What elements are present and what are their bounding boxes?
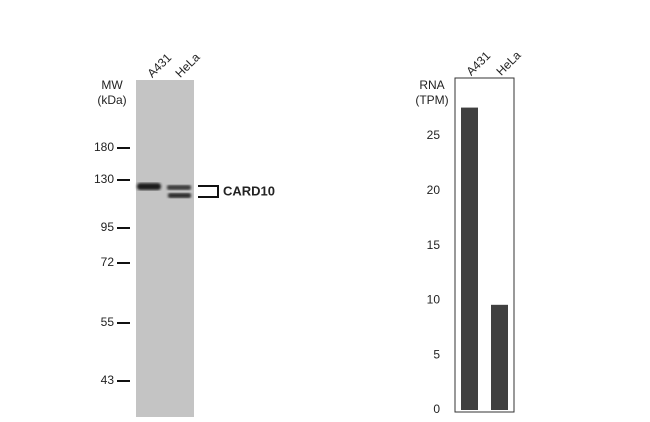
blot-membrane: [136, 80, 194, 417]
band-bracket: [198, 185, 219, 198]
mw-title: MW: [101, 78, 123, 92]
y-tick-label: 0: [433, 402, 440, 416]
band: [168, 193, 191, 198]
band: [167, 185, 191, 190]
band: [137, 183, 161, 190]
y-tick-label: 25: [427, 128, 441, 142]
x-tick-label: HeLa: [493, 48, 523, 78]
bar: [491, 304, 508, 410]
lane-label: A431: [144, 50, 174, 80]
mw-marker-label: 95: [101, 220, 115, 234]
y-tick-label: 10: [427, 293, 441, 307]
y-tick-label: 15: [427, 238, 441, 252]
plot-frame: [454, 77, 515, 413]
mw-marker-label: 130: [94, 172, 114, 186]
band-label: CARD10: [223, 183, 275, 198]
mw-marker-label: 72: [101, 255, 115, 269]
mw-marker-label: 43: [101, 373, 115, 387]
bar: [461, 107, 478, 410]
mw-marker-label: 180: [94, 140, 114, 154]
y-axis-label: (TPM): [415, 93, 448, 107]
mw-title: (kDa): [97, 93, 126, 107]
x-tick-label: A431: [463, 48, 493, 78]
y-tick-label: 20: [427, 183, 441, 197]
lane-label: HeLa: [172, 50, 202, 80]
y-axis-label: RNA: [419, 78, 444, 92]
y-tick-label: 5: [433, 347, 440, 361]
mw-marker-label: 55: [101, 315, 115, 329]
